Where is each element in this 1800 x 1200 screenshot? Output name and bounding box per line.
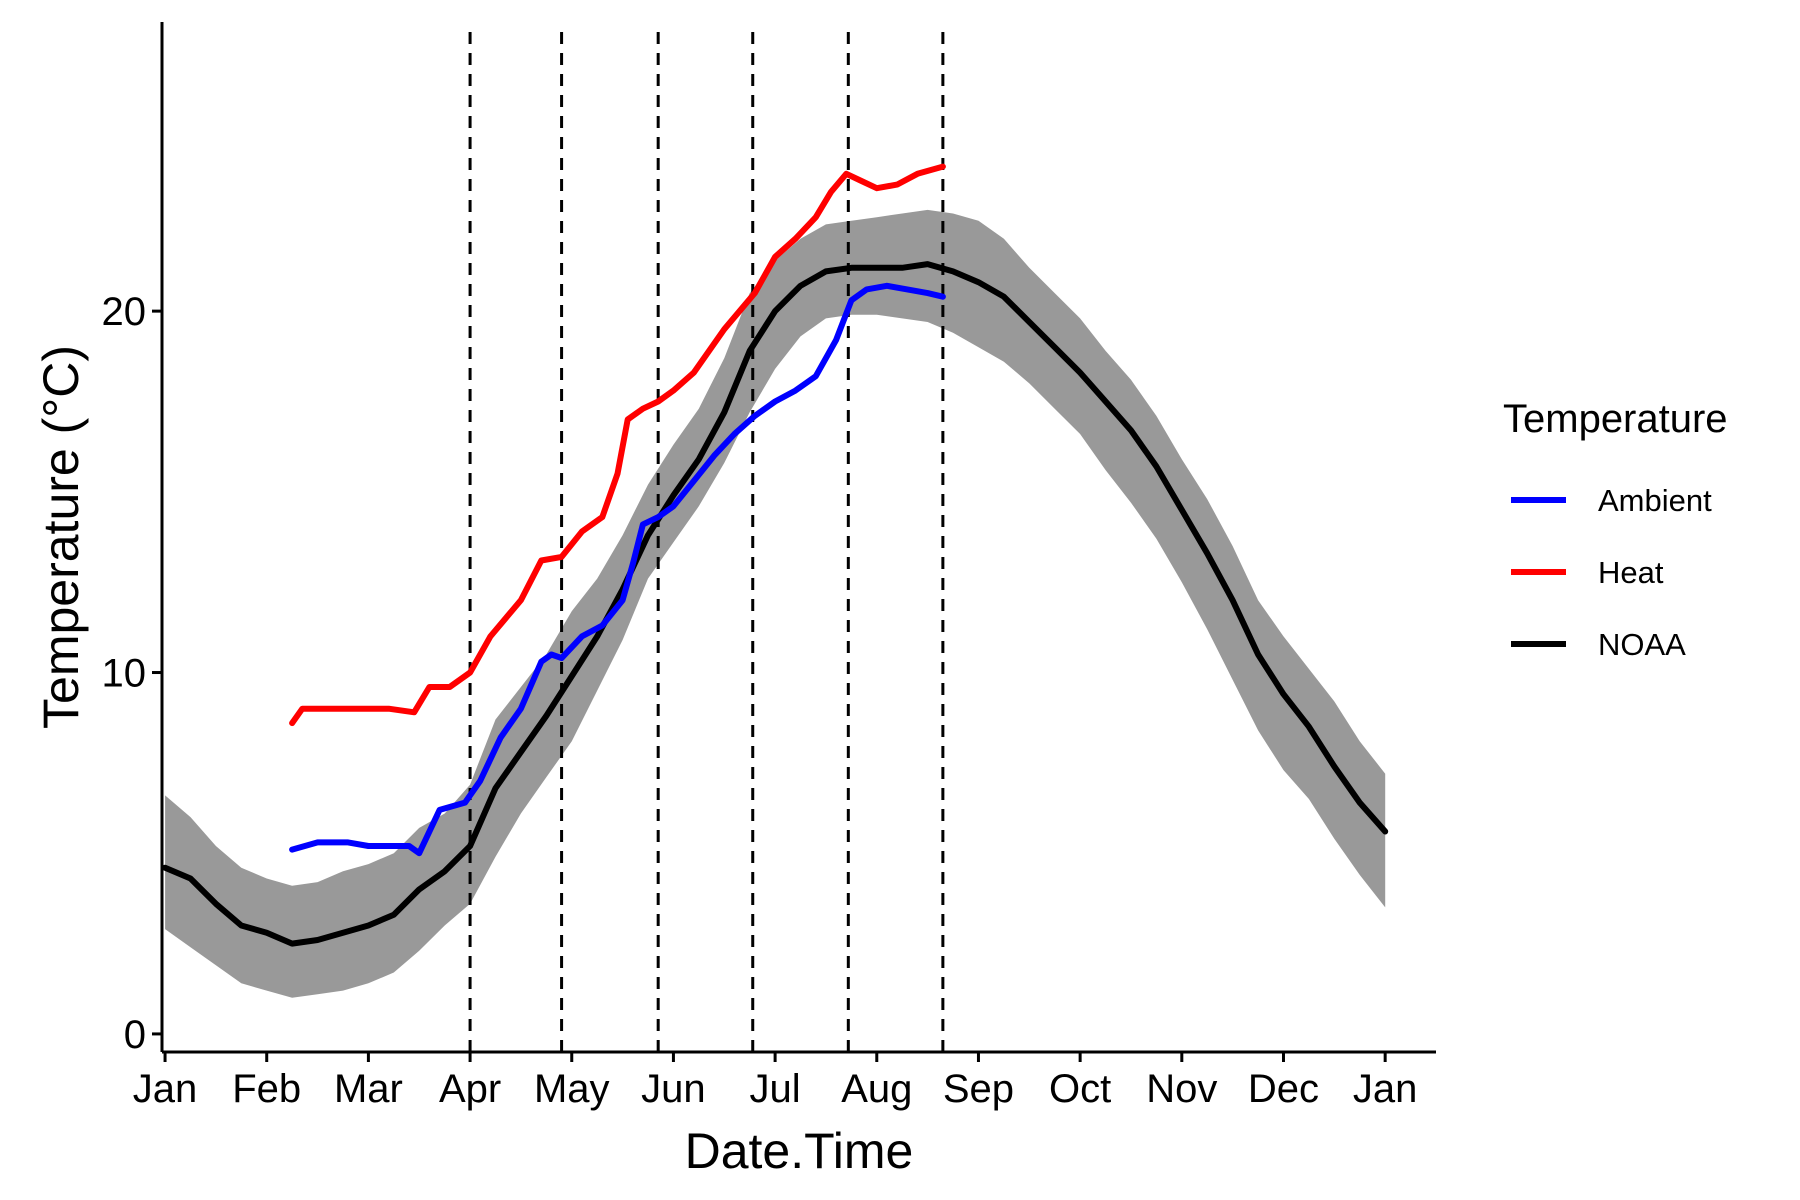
x-tick-label: Jun — [641, 1067, 706, 1111]
y-tick-label: 20 — [102, 290, 147, 334]
x-tick-label: Sep — [943, 1067, 1014, 1111]
legend-items: Ambient Heat NOAA — [1511, 483, 1712, 662]
x-tick-label: Apr — [439, 1067, 501, 1111]
x-tick-label: Aug — [841, 1067, 912, 1111]
x-tick-label: Jan — [1353, 1067, 1418, 1111]
x-tick-label: Mar — [334, 1067, 403, 1111]
y-tick-label: 0 — [124, 1013, 146, 1057]
x-tick-label: Feb — [232, 1067, 301, 1111]
x-tick-label: Jul — [750, 1067, 801, 1111]
y-tick-label: 10 — [102, 652, 147, 696]
x-axis-title: Date.Time — [685, 1123, 914, 1179]
y-axis-title: Temperature (°C) — [33, 345, 89, 729]
series-line-noaa — [162, 261, 1389, 947]
legend: Temperature Ambient Heat NOAA — [1503, 397, 1728, 662]
legend-label-ambient: Ambient — [1598, 483, 1712, 518]
series-line-heat — [289, 163, 946, 727]
x-axis-ticks: Jan Feb Mar Apr May Jun Jul Aug Sep Oct Nov Dec Jan — [133, 1052, 1418, 1111]
legend-label-noaa: NOAA — [1598, 627, 1686, 662]
vertical-reference-lines — [468, 32, 945, 1052]
x-tick-label: May — [534, 1067, 610, 1111]
confidence-bands — [165, 209, 1386, 998]
x-tick-label: Dec — [1248, 1067, 1319, 1111]
x-tick-label: Jan — [133, 1067, 198, 1111]
y-axis-ticks: 0 10 20 — [102, 290, 162, 1057]
x-tick-label: Oct — [1049, 1067, 1111, 1111]
x-tick-label: Nov — [1146, 1067, 1217, 1111]
series-line-ambient — [289, 282, 946, 857]
plot-area — [162, 32, 1389, 1052]
series-lines — [162, 163, 1389, 947]
band-noaa — [165, 209, 1386, 998]
legend-label-heat: Heat — [1598, 555, 1664, 590]
legend-title: Temperature — [1503, 397, 1728, 441]
